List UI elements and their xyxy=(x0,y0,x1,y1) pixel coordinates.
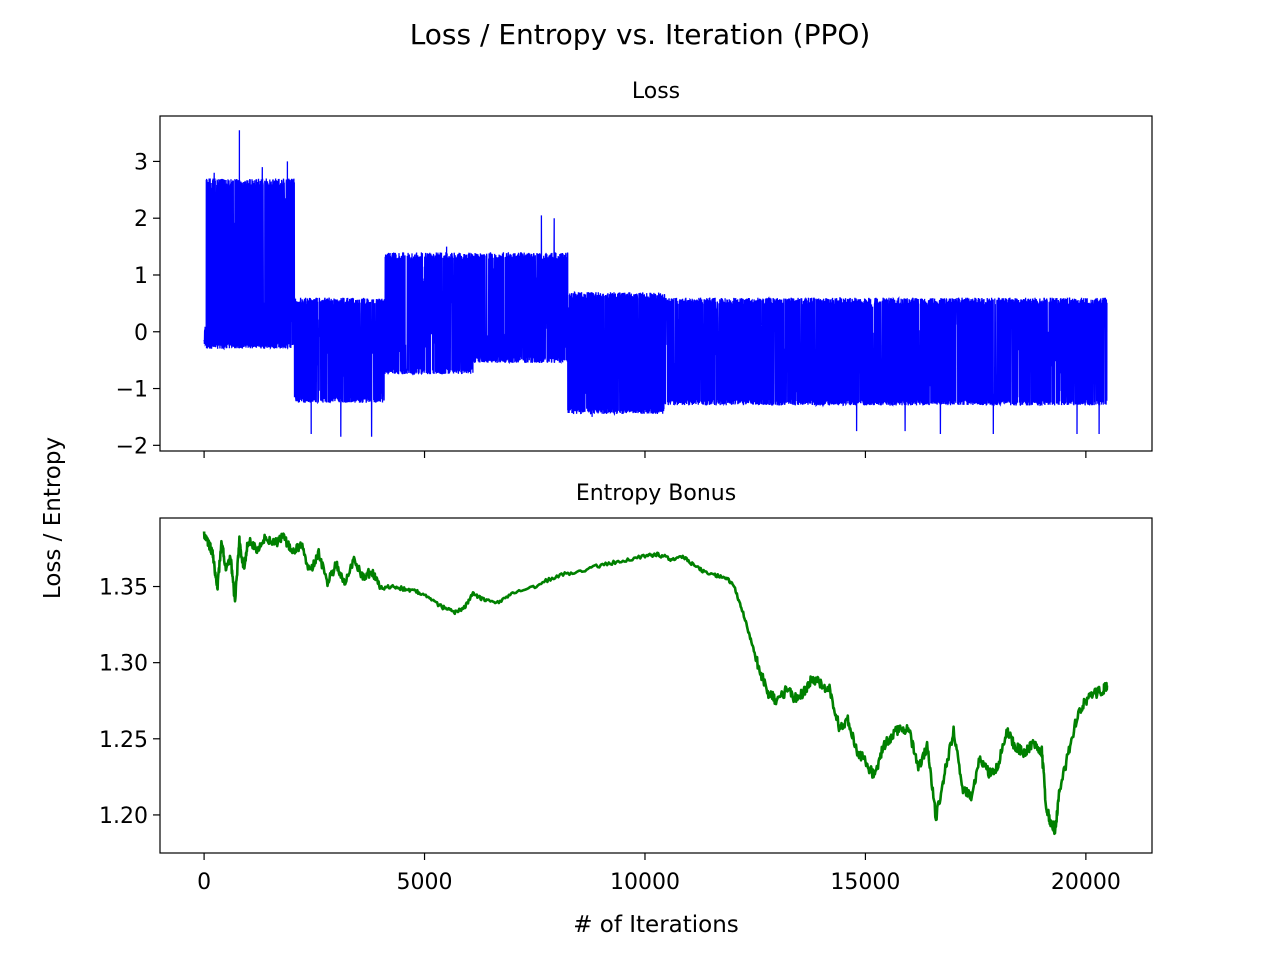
entropy-y-tick-label: 1.35 xyxy=(99,576,148,601)
loss-subplot: Loss −2 −1 0 1 2 3 xyxy=(116,79,1153,459)
loss-x-ticks xyxy=(203,451,1087,458)
y-axis-label: Loss / Entropy xyxy=(40,437,66,599)
entropy-x-tick-label: 20000 xyxy=(1051,870,1121,895)
entropy-subplot: Entropy Bonus 1.20 1.25 1.30 1.35 0 5000 1000… xyxy=(99,481,1153,895)
loss-y-tick-label: 2 xyxy=(134,207,148,232)
loss-subplot-title: Loss xyxy=(632,79,680,104)
entropy-x-tick-label: 15000 xyxy=(830,870,900,895)
entropy-plot-area xyxy=(202,531,1109,836)
loss-plot-area xyxy=(203,130,1108,437)
entropy-x-ticks: 0 5000 10000 15000 20000 xyxy=(197,853,1121,895)
loss-y-tick-label: 1 xyxy=(134,264,148,289)
loss-series-line xyxy=(203,130,1108,437)
entropy-y-ticks: 1.20 1.25 1.30 1.35 xyxy=(99,576,160,829)
loss-axes-frame xyxy=(159,115,1153,452)
loss-y-tick-label: −1 xyxy=(116,378,148,403)
entropy-y-tick-label: 1.30 xyxy=(99,652,148,677)
entropy-x-tick-label: 0 xyxy=(197,870,211,895)
loss-y-ticks: −2 −1 0 1 2 3 xyxy=(116,150,160,459)
entropy-x-tick-label: 10000 xyxy=(610,870,680,895)
entropy-axes-frame xyxy=(159,517,1153,854)
loss-y-tick-label: 3 xyxy=(134,150,148,175)
entropy-subplot-title: Entropy Bonus xyxy=(576,481,736,506)
entropy-x-tick-label: 5000 xyxy=(397,870,453,895)
loss-y-tick-label: 0 xyxy=(134,321,148,346)
entropy-y-tick-label: 1.25 xyxy=(99,728,148,753)
loss-y-tick-label: −2 xyxy=(116,434,148,459)
entropy-y-tick-label: 1.20 xyxy=(99,804,148,829)
entropy-series-line xyxy=(202,531,1109,836)
figure-title: Loss / Entropy vs. Iteration (PPO) xyxy=(410,18,871,51)
x-axis-label: # of Iterations xyxy=(573,912,739,938)
